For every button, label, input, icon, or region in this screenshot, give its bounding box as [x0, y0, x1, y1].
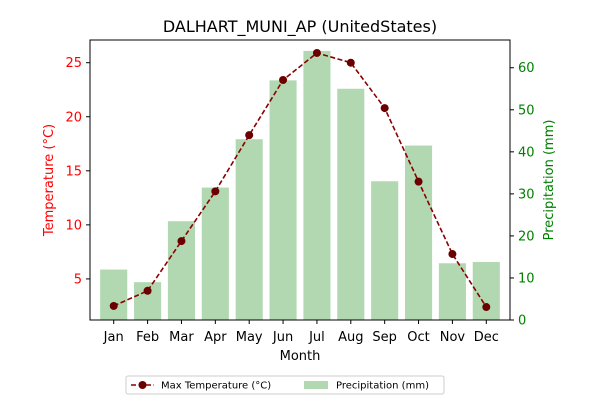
x-tick-label-aug: Aug — [338, 330, 363, 345]
precip-bar-jul — [303, 50, 331, 320]
left-tick-label-10: 10 — [65, 218, 82, 233]
right-tick-label-60: 60 — [518, 61, 535, 76]
temp-point-aug — [346, 58, 355, 67]
left-tick-label-20: 20 — [65, 110, 82, 125]
left-tick-label-5: 5 — [74, 272, 82, 287]
precip-bar-dec — [472, 261, 500, 320]
right-axis-label: Precipitation (mm) — [542, 120, 557, 241]
right-tick-label-40: 40 — [518, 145, 535, 160]
x-tick-label-sep: Sep — [372, 330, 397, 345]
x-tick-label-jun: Jun — [272, 330, 293, 345]
temp-point-jul — [312, 48, 321, 57]
precip-bar-may — [235, 139, 263, 320]
left-tick-label-25: 25 — [65, 56, 82, 71]
temp-point-apr — [211, 187, 220, 196]
plot-frame — [89, 39, 511, 321]
precip-bar-mar — [167, 221, 195, 320]
x-axis-label: Month — [280, 349, 321, 364]
right-tick-label-20: 20 — [518, 229, 535, 244]
temp-point-jan — [109, 301, 118, 310]
x-tick-label-may: May — [236, 330, 263, 345]
x-tick-label-nov: Nov — [440, 330, 466, 345]
legend-label-precipitation: Precipitation (mm) — [336, 381, 429, 392]
precip-bar-jan — [100, 269, 128, 320]
axes: Jan Feb Mar Apr May Jun Jul Aug Sep Oct Nov Dec 5 10 1… — [65, 39, 535, 345]
precip-bar-sep — [371, 181, 399, 320]
right-tick-label-50: 50 — [518, 103, 535, 118]
legend-bar-swatch — [304, 381, 328, 389]
right-tick-label-10: 10 — [518, 271, 535, 286]
chart-title: DALHART_MUNI_AP (UnitedStates) — [163, 17, 437, 37]
temp-point-oct — [414, 177, 423, 186]
precip-bar-apr — [201, 187, 229, 320]
x-tick-label-apr: Apr — [204, 330, 227, 345]
legend-frame — [125, 375, 445, 395]
precip-bar-oct — [405, 145, 433, 320]
precipitation-bars — [100, 50, 500, 321]
right-tick-label-0: 0 — [518, 314, 526, 329]
x-tick-label-oct: Oct — [407, 330, 429, 345]
x-tick-label-mar: Mar — [169, 330, 194, 345]
x-tick-label-jul: Jul — [308, 330, 325, 345]
temp-point-nov — [448, 250, 457, 259]
temp-point-sep — [380, 104, 389, 113]
left-tick-label-15: 15 — [65, 164, 82, 179]
legend: Max Temperature (°C) Precipitation (mm) — [125, 375, 445, 395]
x-tick-label-jan: Jan — [103, 330, 124, 345]
x-tick-label-feb: Feb — [136, 330, 159, 345]
left-axis-label: Temperature (°C) — [42, 124, 57, 237]
temperature-line — [109, 48, 491, 312]
temp-point-dec — [482, 303, 491, 312]
temp-point-feb — [143, 286, 152, 295]
temp-point-may — [245, 131, 254, 140]
legend-label-temperature: Max Temperature (°C) — [161, 381, 271, 392]
legend-marker-swatch — [138, 381, 147, 389]
temp-point-jun — [279, 76, 288, 84]
right-tick-label-30: 30 — [518, 187, 535, 202]
precip-bar-aug — [337, 88, 365, 320]
temperature-line-path — [113, 52, 487, 308]
precip-bar-nov — [438, 263, 466, 320]
temp-point-mar — [177, 237, 186, 246]
precip-bar-jun — [269, 80, 297, 321]
x-tick-label-dec: Dec — [474, 330, 499, 345]
